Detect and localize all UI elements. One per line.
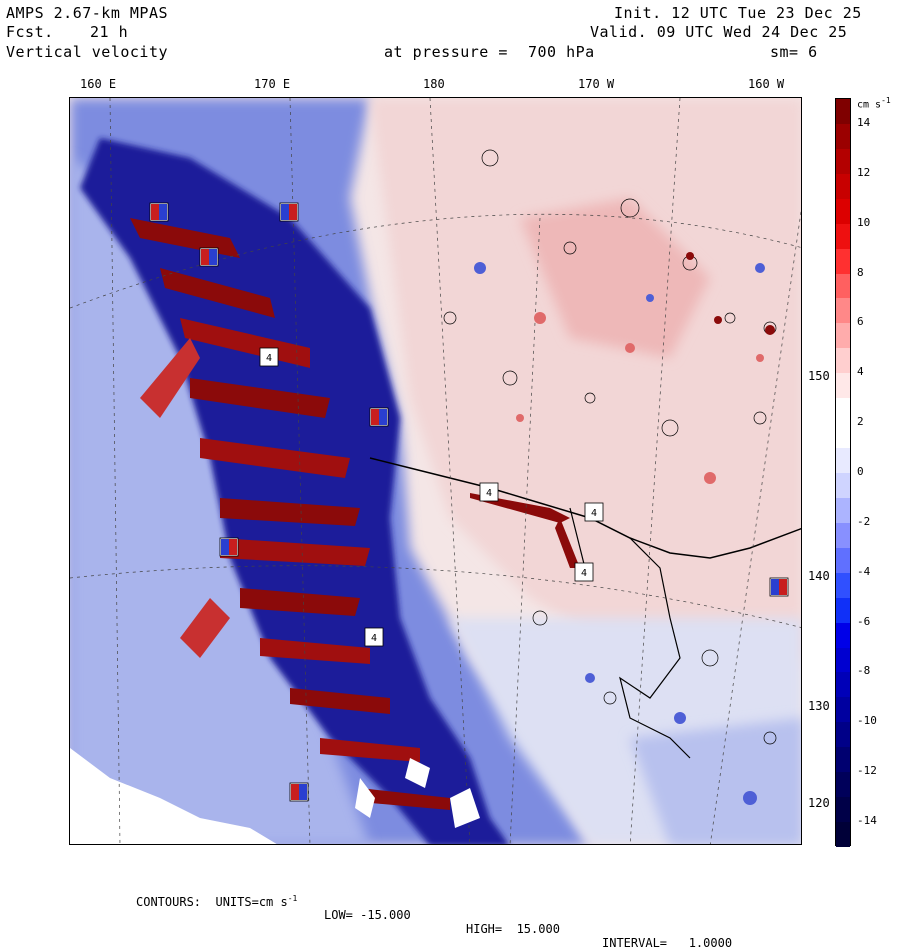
colorbar-segment — [836, 522, 850, 549]
lon-label-160w: 160 W — [748, 77, 785, 91]
box-label: 4 — [591, 508, 597, 519]
footer-high: HIGH= 15.000 — [466, 922, 560, 936]
colorbar-tick-label: 12 — [857, 165, 871, 179]
pressure-label: at pressure = — [384, 43, 508, 61]
positive-blobs — [516, 312, 764, 484]
colorbar-units: cm s-1 — [857, 96, 891, 111]
colorbar-segment — [836, 173, 850, 200]
colorbar-tick-label: -8 — [857, 664, 871, 678]
pressure-value: 700 hPa — [528, 43, 595, 61]
colorbar-segment — [836, 223, 850, 250]
colorbar-tick-label: 10 — [857, 215, 871, 229]
colorbar-segment — [836, 672, 850, 698]
east-weak-positive-region — [370, 98, 801, 698]
colorbar-tick-label: -4 — [857, 564, 871, 578]
terrain-mask — [70, 748, 277, 844]
colorbar-segment — [836, 373, 850, 399]
field-name: Vertical velocity — [6, 43, 169, 61]
colorbar-tick-label: 14 — [857, 115, 871, 129]
colorbar-segment — [836, 772, 850, 798]
colorbar — [835, 98, 851, 848]
box-label: 4 — [371, 633, 377, 644]
colorbar-segment — [836, 348, 850, 374]
colorbar-segment — [836, 398, 850, 424]
colorbar-segment — [836, 148, 850, 175]
colorbar-segment — [836, 273, 850, 299]
forecast-hours: 21 h — [90, 23, 129, 41]
lon-label-180: 180 — [423, 77, 445, 91]
colorbar-tick-label: -6 — [857, 614, 871, 628]
colorbar-segment — [836, 248, 850, 275]
colorbar-segment — [836, 797, 850, 823]
lon-label-170e: 170 E — [254, 77, 291, 91]
footer-interval: INTERVAL= 1.0000 — [602, 936, 733, 950]
init-time: Init. 12 UTC Tue 23 Dec 25 — [614, 4, 862, 22]
colorbar-segment — [836, 597, 850, 624]
footer-contours: CONTOURS: UNITS=cm s-1 — [136, 894, 298, 909]
inlet-positive-strip — [555, 518, 580, 568]
colorbar-segment — [836, 647, 850, 673]
strong-positive-dots — [686, 252, 775, 335]
colorbar-segment — [836, 722, 850, 748]
box-label: 4 — [581, 568, 587, 579]
negative-blobs — [474, 262, 765, 805]
colorbar-tick-label: -2 — [857, 514, 871, 528]
map-field-svg: 4 4 4 4 4 — [70, 98, 801, 844]
colorbar-tick-label: 8 — [857, 265, 864, 279]
colorbar-segment — [836, 323, 850, 349]
colorbar-segment — [836, 622, 850, 649]
lon-label-160e: 160 E — [80, 77, 117, 91]
colorbar-segment — [836, 747, 850, 773]
colorbar-segment — [836, 473, 850, 499]
colorbar-segment — [836, 547, 850, 574]
footer: CONTOURS: UNITS=cm s-1 LOW= -15.000 HIGH… — [0, 880, 900, 950]
colorbar-tick-label: 6 — [857, 315, 864, 329]
colorbar-segment — [836, 198, 850, 225]
box-markers — [149, 202, 789, 802]
mountain-wave-band — [80, 138, 509, 844]
colorbar-segment — [836, 123, 850, 150]
box-marker-labels: 4 4 4 4 4 — [266, 353, 597, 644]
colorbar-tick-label: -14 — [857, 814, 877, 828]
colorbar-segment — [836, 423, 850, 449]
colorbar-segment — [836, 99, 850, 125]
coastline-east — [619, 537, 691, 759]
graticule — [70, 98, 801, 844]
colorbar-segment — [836, 822, 850, 848]
vertical-velocity-map: 4 4 4 4 4 — [69, 97, 802, 845]
colorbar-segment — [836, 448, 850, 474]
colorbar-tick-label: -10 — [857, 714, 877, 728]
colorbar-segment — [836, 572, 850, 599]
colorbar-segment — [836, 497, 850, 524]
colorbar-segment — [836, 298, 850, 324]
box-label: 4 — [486, 488, 492, 499]
lon-label-170w: 170 W — [578, 77, 615, 91]
footer-low: LOW= -15.000 — [324, 908, 411, 922]
terrain-gaps — [355, 758, 480, 828]
forecast-label: Fcst. — [6, 23, 54, 41]
south-negative-patch — [630, 718, 801, 844]
colorbar-tick-label: -12 — [857, 764, 877, 778]
smoothing-value: sm= 6 — [770, 43, 818, 61]
colorbar-segment — [836, 697, 850, 723]
east-positive-patch — [520, 198, 710, 358]
box-label: 4 — [266, 353, 272, 364]
valid-time: Valid. 09 UTC Wed 24 Dec 25 — [590, 23, 848, 41]
colorbar-tick-label: 0 — [857, 465, 864, 478]
colorbar-tick-label: 2 — [857, 415, 864, 429]
model-title: AMPS 2.67-km MPAS — [6, 4, 169, 22]
colorbar-tick-label: 4 — [857, 365, 864, 379]
